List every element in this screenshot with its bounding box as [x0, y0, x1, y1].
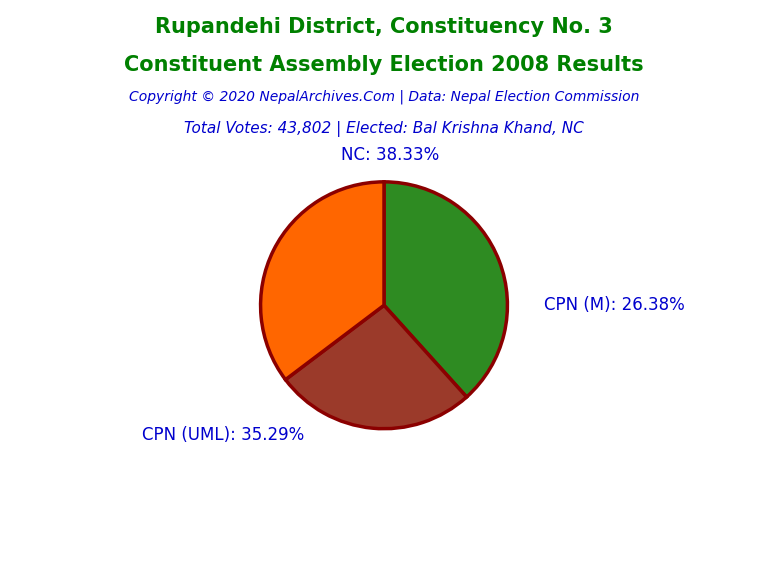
- Text: Rupandehi District, Constituency No. 3: Rupandehi District, Constituency No. 3: [155, 17, 613, 37]
- Text: NC: 38.33%: NC: 38.33%: [341, 146, 439, 164]
- Text: Copyright © 2020 NepalArchives.Com | Data: Nepal Election Commission: Copyright © 2020 NepalArchives.Com | Dat…: [129, 89, 639, 104]
- Text: CPN (UML): 35.29%: CPN (UML): 35.29%: [142, 426, 305, 444]
- Wedge shape: [384, 182, 508, 397]
- Text: Total Votes: 43,802 | Elected: Bal Krishna Khand, NC: Total Votes: 43,802 | Elected: Bal Krish…: [184, 121, 584, 137]
- Text: Constituent Assembly Election 2008 Results: Constituent Assembly Election 2008 Resul…: [124, 55, 644, 75]
- Text: CPN (M): 26.38%: CPN (M): 26.38%: [545, 296, 685, 314]
- Wedge shape: [260, 182, 384, 380]
- Wedge shape: [286, 305, 467, 429]
